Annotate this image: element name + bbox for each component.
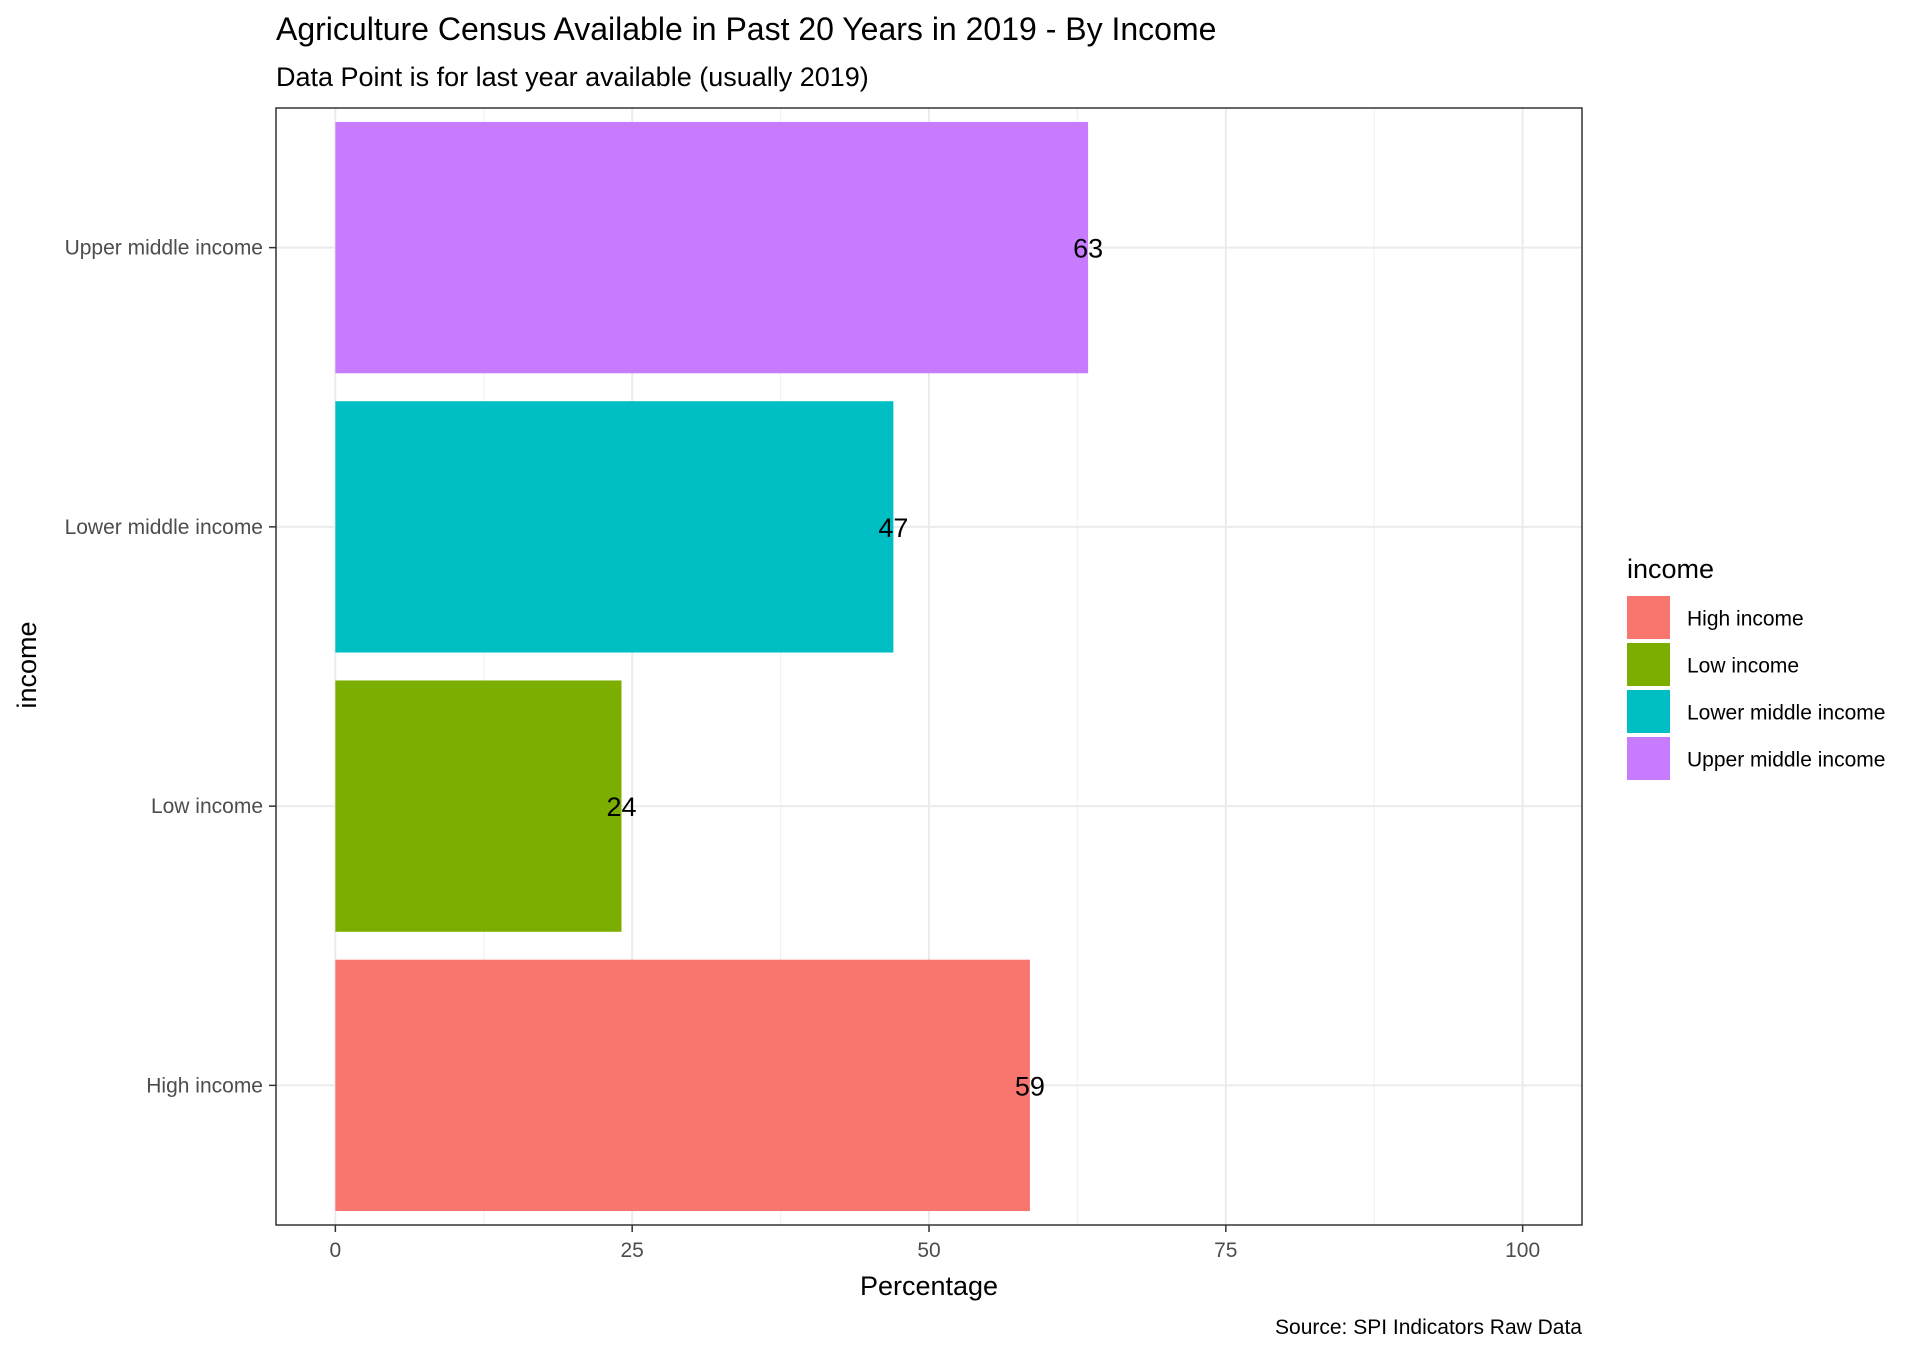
legend-swatch — [1627, 596, 1670, 639]
y-tick-label: High income — [146, 1074, 263, 1097]
legend-swatch — [1627, 737, 1670, 780]
bar-value-label: 47 — [878, 513, 908, 543]
x-axis-title: Percentage — [860, 1271, 998, 1301]
chart-subtitle: Data Point is for last year available (u… — [276, 62, 869, 92]
bar-upper-middle-income — [335, 121, 1089, 374]
legend: High income Low income Lower middle income… — [1627, 596, 1885, 780]
legend-entry-label: Lower middle income — [1687, 702, 1885, 725]
legend-entry-label: High income — [1687, 608, 1804, 631]
y-tick-label: Lower middle income — [65, 516, 263, 539]
bar-value-label: 63 — [1073, 234, 1103, 264]
x-tick-label: 100 — [1505, 1239, 1540, 1262]
bar-low-income — [335, 680, 622, 932]
bar-value-label: 24 — [606, 792, 636, 822]
x-tick-label: 0 — [330, 1239, 342, 1262]
bar-lower-middle-income — [335, 401, 894, 653]
y-tick-label: Low income — [151, 795, 263, 818]
legend-entry-label: Low income — [1687, 655, 1799, 678]
x-tick-label: 25 — [621, 1239, 644, 1262]
bar-value-label: 59 — [1015, 1071, 1045, 1101]
legend-swatch — [1627, 690, 1670, 733]
bar-high-income — [335, 959, 1030, 1212]
legend-title: income — [1627, 554, 1714, 584]
chart-title: Agriculture Census Available in Past 20 … — [276, 11, 1216, 47]
legend-entry-label: Upper middle income — [1687, 749, 1885, 772]
x-tick-label: 75 — [1214, 1239, 1237, 1262]
x-tick-label: 50 — [917, 1239, 940, 1262]
y-axis-title: income — [12, 621, 42, 708]
chart-caption: Source: SPI Indicators Raw Data — [1275, 1316, 1582, 1339]
y-tick-label: Upper middle income — [65, 237, 263, 260]
plot-area: 59 24 47 63 0 25 50 75 100 High income Low income L… — [65, 107, 1583, 1262]
legend-swatch — [1627, 643, 1670, 686]
